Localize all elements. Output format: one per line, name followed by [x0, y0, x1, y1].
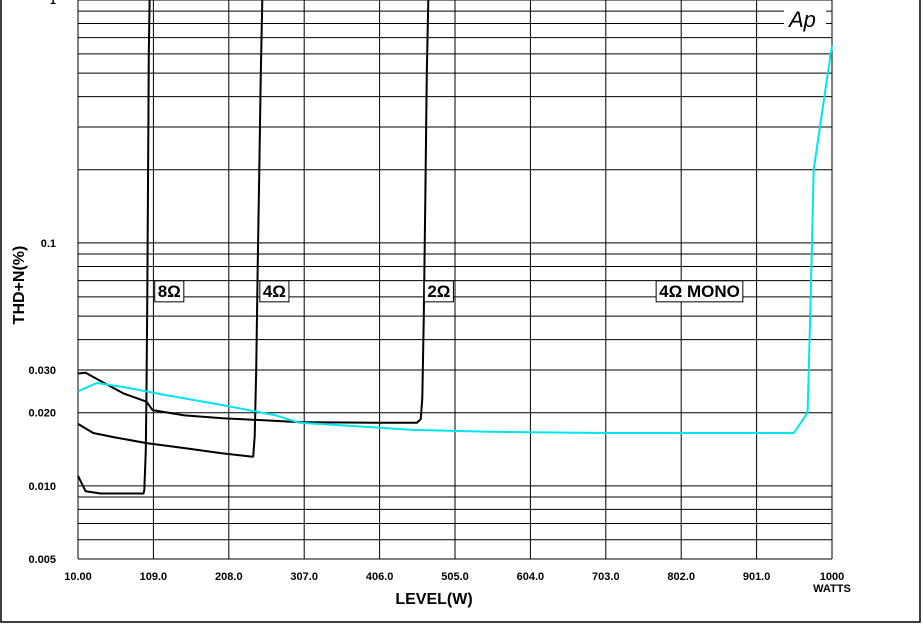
series-line-4 [77, 45, 833, 434]
series-line-1 [77, 0, 151, 495]
x-tick-label: 1000 [820, 571, 844, 583]
y-tick-label: 1 [50, 0, 56, 7]
series-label-1: 8Ω [154, 280, 185, 303]
y-tick-label: 0.020 [28, 408, 56, 420]
y-tick-label: 0.005 [28, 554, 56, 566]
series-label-box [655, 280, 744, 303]
x-axis-title: LEVEL(W) [395, 591, 472, 608]
series-label-box [259, 280, 290, 303]
y-tick-labels: 1 0.1 0.030 0.020 0.010 0.005 [28, 0, 56, 566]
series-label-4: 4Ω MONO [655, 280, 744, 303]
x-unit-label: WATTS [813, 583, 851, 595]
series-label-text: 8Ω [158, 282, 181, 301]
series-label-text: 4Ω [263, 282, 286, 301]
ap-logo-backdrop [784, 4, 826, 34]
y-tick-label: 0.010 [28, 481, 56, 493]
series-lines [77, 0, 833, 495]
series-label-2: 4Ω [259, 280, 290, 303]
x-tick-label: 208.0 [215, 571, 243, 583]
x-tick-label: 109.0 [140, 571, 168, 583]
series-line-2 [77, 0, 264, 458]
x-tick-label: 406.0 [366, 571, 394, 583]
series-label-text: 2Ω [427, 282, 450, 301]
ap-logo-text: Ap [787, 7, 816, 32]
x-tick-label: 604.0 [517, 571, 545, 583]
series-label-text: 4Ω MONO [659, 282, 740, 301]
x-tick-label: 505.0 [441, 571, 469, 583]
x-tick-labels: 10.00 109.0 208.0 307.0 406.0 505.0 604.0 703.0… [64, 571, 844, 583]
series-label-box [423, 280, 454, 303]
y-tick-label: 0.1 [41, 238, 56, 250]
x-tick-label: 901.0 [743, 571, 771, 583]
series-labels: 8Ω 4Ω 2Ω 4Ω MONO [154, 280, 744, 303]
x-tick-label: 307.0 [290, 571, 318, 583]
x-tick-label: 703.0 [592, 571, 620, 583]
y-tick-label: 0.030 [28, 365, 56, 377]
y-axis-title: THD+N(%) [11, 246, 28, 325]
series-label-box [154, 280, 185, 303]
series-label-3: 2Ω [423, 280, 454, 303]
x-tick-label: 10.00 [64, 571, 92, 583]
x-tick-label: 802.0 [667, 571, 695, 583]
